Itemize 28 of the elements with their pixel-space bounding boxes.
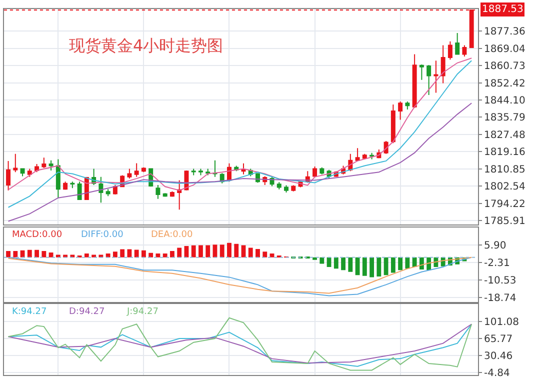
y-tick-label: -2.31	[484, 258, 510, 269]
y-tick-label: 1869.04	[484, 44, 526, 55]
y-tick-label: 1802.54	[484, 182, 526, 193]
text: DEA:0.00	[151, 230, 193, 240]
text: D:94.27	[69, 307, 105, 317]
y-tick-label: -10.53	[484, 275, 516, 286]
y-tick-label: 1827.48	[484, 130, 526, 141]
y-tick-label: 1852.42	[484, 78, 526, 90]
text: DIFF:0.00	[81, 230, 124, 240]
y-tick-label: 30.46	[484, 351, 513, 362]
y-tick-label: 1835.79	[484, 112, 526, 124]
y-tick-label: 1794.22	[484, 198, 526, 210]
y-tick-label: 1819.16	[484, 147, 526, 158]
ref-line-label: 1887.53	[482, 4, 524, 15]
y-tick-label: 1785.91	[484, 216, 526, 228]
y-tick-label: 1860.73	[484, 61, 526, 72]
y-tick-label: 1810.85	[484, 164, 526, 176]
y-tick-label: 101.08	[484, 317, 519, 328]
series-label: MACD:0.00	[12, 230, 62, 240]
y-tick-label: 65.77	[484, 334, 513, 346]
text: 现货黄金4小时走势图	[69, 36, 224, 55]
y-tick-label: -4.84	[484, 368, 510, 380]
y-tick-label: 1844.10	[484, 96, 526, 106]
y-tick-label: 5.90	[484, 240, 506, 252]
y-tick-label: -18.74	[484, 292, 516, 304]
series-label: J:94.27	[126, 307, 158, 317]
text: K:94.27	[12, 307, 47, 317]
y-tick-label: 1877.36	[484, 26, 526, 38]
